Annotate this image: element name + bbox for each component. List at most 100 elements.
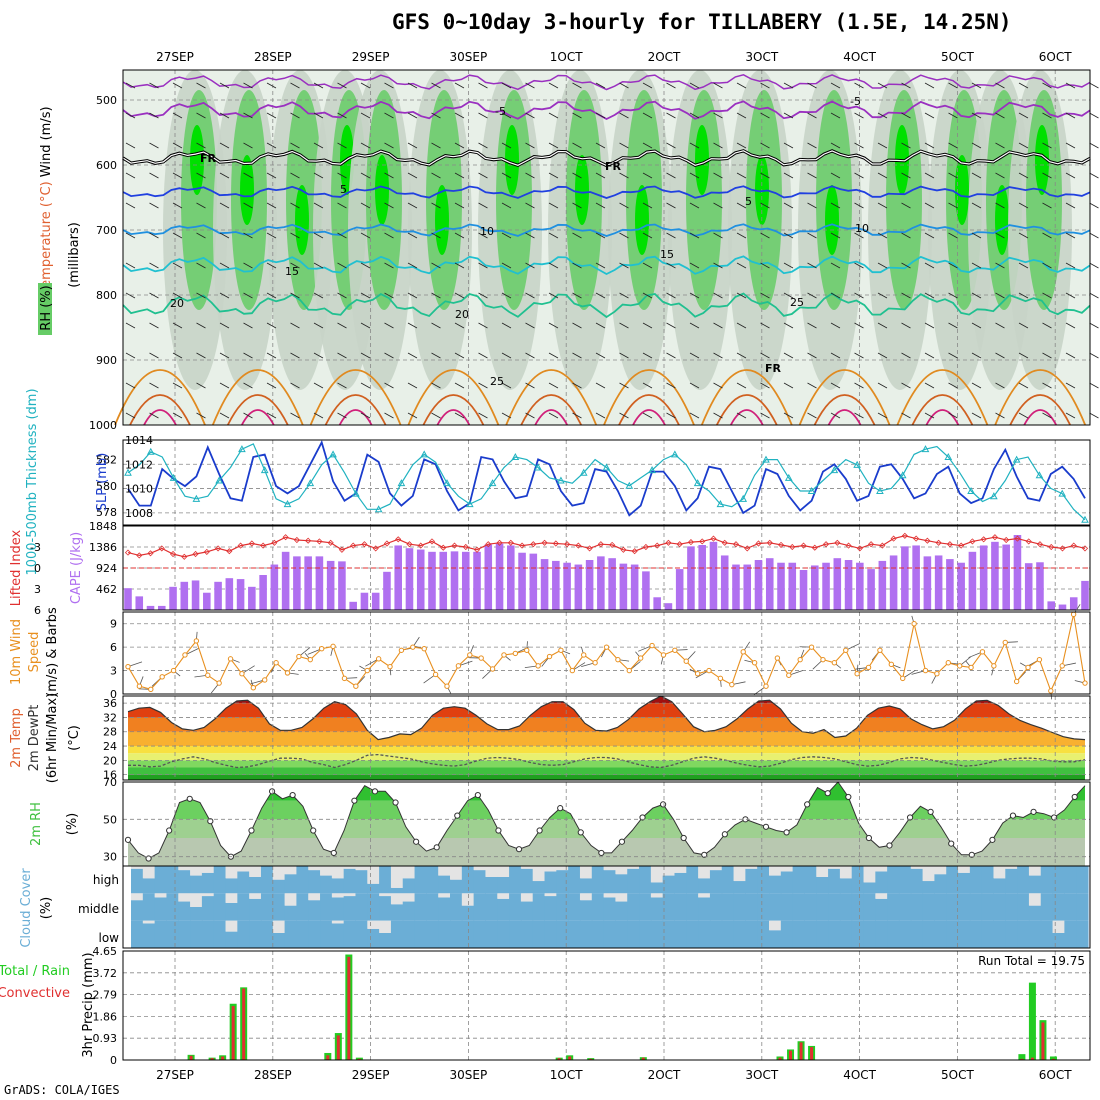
rh-point — [186, 795, 193, 802]
cape-bar — [124, 588, 132, 610]
wind-speed-point — [273, 660, 279, 666]
wind-barb — [266, 202, 277, 209]
cloud-bar-middle — [461, 905, 475, 921]
wind-barb — [196, 82, 206, 89]
precip-bar-convective — [557, 1058, 561, 1060]
precip-tick: 3.72 — [93, 967, 118, 980]
cloud-gap — [497, 866, 510, 877]
wind-barb — [1065, 142, 1076, 149]
cloud-bar-low — [969, 920, 983, 948]
lifted-marker — [935, 539, 942, 546]
wind-barb — [760, 82, 770, 89]
cloud-gap — [769, 920, 782, 931]
rh-point — [330, 849, 337, 857]
cloud-bar-middle — [497, 898, 510, 921]
lifted-marker — [654, 542, 661, 549]
lifted-marker — [316, 538, 323, 545]
wind-barb — [948, 412, 958, 419]
wind-barb — [1065, 322, 1076, 329]
cape-bar — [394, 545, 402, 610]
wind-speed-point — [136, 683, 143, 689]
cloud-gap — [627, 866, 640, 869]
cloud-bar-high — [1028, 875, 1042, 894]
cloud-bar-high — [922, 881, 935, 894]
cloud-gap — [993, 866, 1006, 879]
date-tick-top: 27SEP — [156, 50, 194, 64]
lifted-marker — [665, 539, 672, 546]
wind-barb — [525, 262, 535, 269]
wind-barb — [572, 322, 582, 329]
wind-barb — [619, 82, 629, 89]
cloud-bar-middle — [863, 893, 876, 921]
cloud-bar-middle — [225, 902, 238, 921]
wind-speed-point — [216, 680, 222, 686]
wind-barb — [431, 142, 441, 149]
wind-barb — [219, 382, 230, 389]
wind-barb — [1042, 412, 1052, 419]
cloud-gap — [225, 920, 238, 932]
cloud-bar-low — [745, 920, 758, 948]
cloud-bar-high — [958, 872, 971, 894]
cloud-gap — [343, 866, 356, 869]
cloud-bar-middle — [721, 893, 735, 921]
cloud-gap — [603, 893, 616, 898]
wind-barb — [219, 172, 230, 179]
wind-speed-point — [569, 667, 576, 674]
cloud-gap — [828, 866, 841, 869]
lifted-marker — [913, 535, 920, 542]
cloud-gap — [698, 893, 711, 898]
wind-speed-point — [182, 652, 188, 658]
cloud-gap — [579, 893, 593, 901]
cloud-bar-middle — [839, 893, 853, 921]
contour-label: 25 — [790, 296, 804, 309]
wind-barb — [877, 142, 888, 149]
wind-barb — [125, 202, 136, 209]
pressure-tick: 700 — [96, 224, 117, 237]
wind-barb — [1089, 262, 1099, 269]
wind-barb — [219, 322, 230, 329]
cape-bar — [687, 546, 695, 610]
wind-barb — [313, 142, 324, 149]
wind-barb — [525, 292, 535, 299]
cloud-gap — [461, 893, 475, 906]
wind-speed-point — [1002, 639, 1008, 646]
lifted-marker — [192, 550, 199, 558]
cape-bar — [1002, 544, 1010, 610]
wind-barb — [149, 142, 159, 149]
cloud-bar-middle — [934, 893, 947, 921]
cape-bar — [349, 601, 357, 610]
cloud-bar-high — [662, 875, 675, 894]
rh-point — [413, 838, 420, 845]
wind-barb — [924, 412, 935, 419]
cape-bar — [552, 560, 560, 610]
wind-barb — [548, 292, 559, 299]
wind-barb — [689, 112, 700, 119]
lifted-marker — [181, 553, 188, 560]
precip-bar-convective — [357, 1058, 361, 1060]
cloud-bar-low — [709, 920, 723, 948]
wind-barb — [525, 382, 535, 389]
wind-barb — [642, 352, 653, 359]
precip-bar-convective — [189, 1055, 193, 1060]
wind-barb — [854, 82, 864, 89]
lifted-marker — [124, 549, 132, 556]
wind-barb — [454, 382, 465, 389]
wind-barb — [901, 352, 911, 359]
wind-barb — [572, 172, 582, 179]
wind-barb — [1018, 172, 1029, 179]
wind-barb — [924, 232, 935, 239]
wind-barb — [807, 82, 817, 89]
lifted-marker — [924, 537, 931, 544]
wind-barb — [713, 82, 723, 89]
lifted-marker — [462, 543, 469, 551]
wind-speed-point — [524, 647, 530, 653]
wind-barb — [971, 382, 982, 389]
contour-35 — [925, 409, 960, 426]
cloud-gap — [249, 893, 262, 899]
rh-band — [128, 838, 1085, 866]
precip-bar-total — [1028, 982, 1036, 1060]
wind-barb — [548, 322, 559, 329]
wind-barb — [243, 232, 253, 239]
wind-speed-point — [683, 658, 689, 664]
wind-speed-point — [512, 650, 519, 657]
